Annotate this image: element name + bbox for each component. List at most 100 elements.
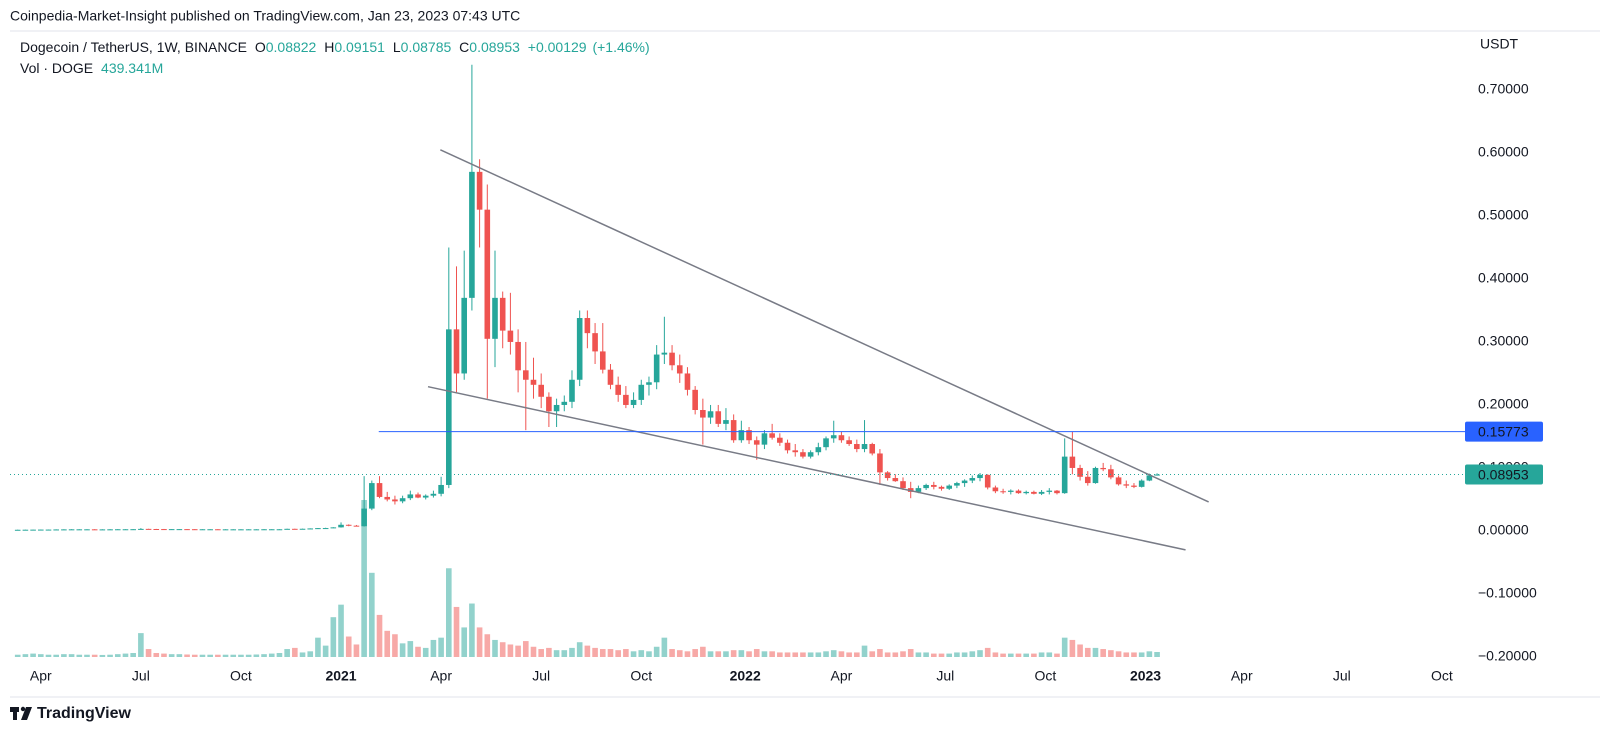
volume-bar xyxy=(823,651,829,657)
candle-body xyxy=(284,528,290,530)
volume-bar xyxy=(345,636,352,657)
volume-bar xyxy=(446,568,452,657)
volume-bar xyxy=(1015,653,1022,657)
y-tick-label: 0.30000 xyxy=(1478,333,1529,349)
volume-bar xyxy=(984,647,991,657)
candle-body xyxy=(661,352,668,355)
volume-bar xyxy=(268,653,275,657)
candle-body xyxy=(338,524,344,528)
candle-body xyxy=(37,529,44,531)
candle-body xyxy=(138,528,144,530)
volume-bar xyxy=(576,642,583,657)
x-tick-label: 2021 xyxy=(325,668,356,684)
candle-body xyxy=(777,437,783,443)
x-tick-label: Apr xyxy=(430,668,452,684)
volume-bar xyxy=(91,654,98,657)
volume-bar xyxy=(1061,637,1068,657)
legend-header: Dogecoin / TetherUS, 1W, BINANCE O0.0882… xyxy=(20,39,650,55)
volume-bar xyxy=(546,647,552,657)
volume-bar xyxy=(746,651,752,657)
volume-bar xyxy=(669,649,675,657)
volume-bar xyxy=(284,649,290,657)
volume-bar xyxy=(938,653,945,657)
candle-body xyxy=(492,297,498,339)
volume-bar xyxy=(138,633,144,657)
candle-body xyxy=(369,483,375,509)
volume-bar xyxy=(900,651,906,657)
y-tick-label: −0.10000 xyxy=(1478,585,1537,601)
candle-body xyxy=(230,529,237,531)
volume-bar xyxy=(261,654,267,657)
candle-body xyxy=(846,440,852,445)
candle-body xyxy=(692,389,698,410)
volume-value: 439.341M xyxy=(101,60,163,76)
volume-bar xyxy=(353,644,360,657)
candle-body xyxy=(330,527,337,529)
candle-body xyxy=(946,485,953,489)
published-note: Coinpedia-Market-Insight published on Tr… xyxy=(10,8,520,24)
volume-bar xyxy=(946,653,953,657)
volume-bar xyxy=(215,654,221,657)
volume-bar xyxy=(30,653,36,657)
volume-bar xyxy=(53,654,59,657)
volume-bar xyxy=(1154,652,1160,657)
volume-bar xyxy=(854,652,860,657)
volume-bar xyxy=(168,654,175,657)
candle-body xyxy=(700,410,706,418)
ohlc-value: 0.09151 xyxy=(334,39,385,55)
volume-bar xyxy=(838,651,845,657)
volume-bar xyxy=(68,654,75,657)
volume-bar xyxy=(1084,647,1091,657)
volume-bar xyxy=(969,651,976,657)
volume-bar xyxy=(723,651,729,657)
ohlc-value: 0.08953 xyxy=(469,39,520,55)
candle-body xyxy=(915,488,922,492)
volume-bar xyxy=(638,650,645,657)
candle-body xyxy=(469,171,475,298)
y-tick-label: 0.50000 xyxy=(1478,207,1529,223)
candle-body xyxy=(592,333,598,352)
volume-bar xyxy=(14,654,21,657)
volume-bar xyxy=(322,645,329,657)
candle-body xyxy=(84,529,90,531)
candle-body xyxy=(992,487,999,492)
candle-body xyxy=(1100,467,1106,470)
candle-body xyxy=(730,420,737,441)
volume-bar xyxy=(492,639,498,657)
ohlc-value: 0.08822 xyxy=(266,39,317,55)
volume-bar xyxy=(1077,644,1083,657)
volume-bar xyxy=(815,652,822,657)
candle-body xyxy=(1007,490,1014,492)
candle-body xyxy=(877,453,883,473)
volume-bar xyxy=(430,639,437,657)
volume-bar xyxy=(715,651,722,657)
candle-body xyxy=(184,529,190,531)
candle-body xyxy=(507,330,514,342)
volume-bar xyxy=(700,646,706,657)
candle-body xyxy=(1108,469,1114,478)
x-tick-label: Oct xyxy=(1431,668,1453,684)
trend-line xyxy=(440,149,1209,503)
volume-legend: Vol · DOGE 439.341M xyxy=(20,60,163,76)
volume-bar xyxy=(461,627,468,657)
candle-body xyxy=(30,529,36,531)
volume-bar xyxy=(238,654,244,657)
candle-body xyxy=(984,474,991,488)
volume-bar xyxy=(76,654,83,657)
tradingview-logo xyxy=(10,706,32,720)
candle-body xyxy=(384,496,391,500)
candle-body xyxy=(1154,474,1160,476)
volume-bar xyxy=(1000,653,1006,657)
volume-bar xyxy=(384,630,391,657)
candle-body xyxy=(122,529,129,531)
candle-body xyxy=(161,529,167,531)
volume-bar xyxy=(1131,652,1137,657)
volume-bar xyxy=(684,651,691,657)
price-unit: USDT xyxy=(1480,36,1519,52)
candle-body xyxy=(884,472,891,479)
candle-body xyxy=(800,452,806,457)
candle-body xyxy=(869,444,876,454)
volume-bar xyxy=(107,654,113,657)
candle-body xyxy=(299,528,306,530)
